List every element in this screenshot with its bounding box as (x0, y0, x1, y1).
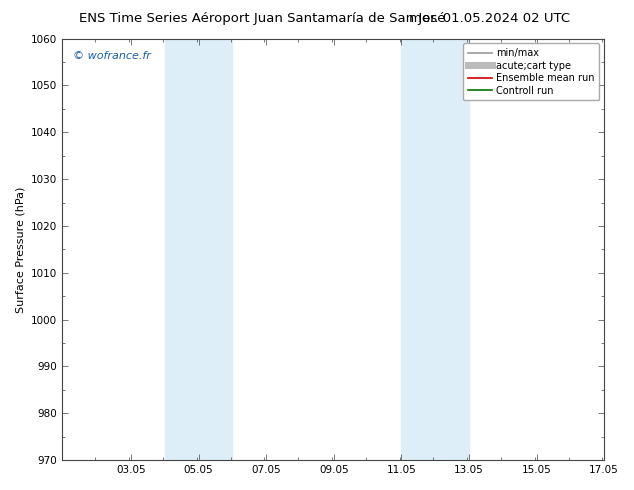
Text: ENS Time Series Aéroport Juan Santamaría de San José: ENS Time Series Aéroport Juan Santamaría… (79, 12, 446, 25)
Legend: min/max, acute;cart type, Ensemble mean run, Controll run: min/max, acute;cart type, Ensemble mean … (463, 44, 599, 100)
Y-axis label: Surface Pressure (hPa): Surface Pressure (hPa) (15, 186, 25, 313)
Bar (401, 39, 469, 460)
Bar (165, 39, 232, 460)
Text: © wofrance.fr: © wofrance.fr (72, 51, 150, 61)
Text: mer. 01.05.2024 02 UTC: mer. 01.05.2024 02 UTC (410, 12, 571, 25)
